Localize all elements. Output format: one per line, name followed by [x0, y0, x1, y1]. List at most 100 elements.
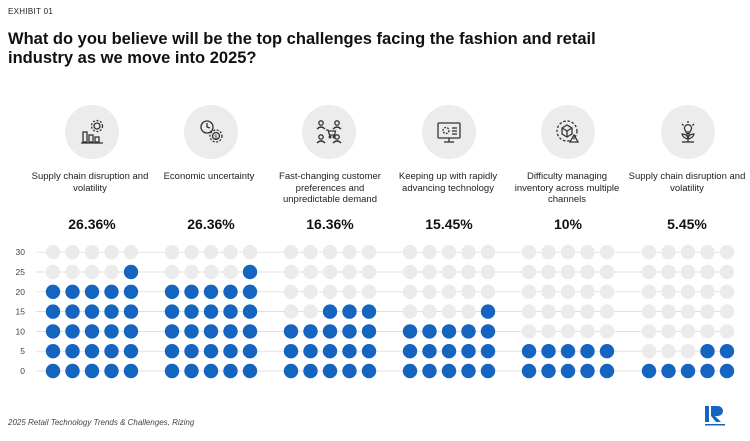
- category-label: Economic uncertainty: [163, 171, 255, 182]
- filled-dot: [184, 324, 199, 339]
- empty-dot: [164, 245, 180, 260]
- empty-dot: [641, 264, 657, 280]
- filled-dot: [361, 363, 377, 379]
- empty-dot: [184, 264, 199, 280]
- filled-dot: [441, 363, 457, 379]
- empty-dot: [283, 245, 299, 260]
- filled-dot: [580, 363, 595, 379]
- empty-dot: [441, 304, 457, 319]
- clock-dollar-icon: $: [184, 105, 238, 159]
- empty-dot: [661, 304, 676, 319]
- empty-dot: [342, 264, 357, 280]
- filled-dot: [441, 344, 457, 359]
- empty-dot: [164, 264, 180, 280]
- empty-dot: [599, 245, 615, 260]
- filled-dot: [661, 363, 676, 379]
- empty-dot: [719, 284, 735, 299]
- filled-dot: [65, 344, 80, 359]
- empty-dot: [560, 304, 576, 319]
- filled-dot: [242, 304, 258, 319]
- empty-dot: [322, 264, 338, 280]
- filled-dot: [65, 304, 80, 319]
- filled-dot: [84, 363, 100, 379]
- empty-dot: [402, 304, 418, 319]
- empty-dot: [303, 304, 318, 319]
- filled-dot: [422, 324, 437, 339]
- empty-dot: [303, 245, 318, 260]
- filled-dot: [164, 324, 180, 339]
- empty-dot: [560, 264, 576, 280]
- filled-dot: [719, 363, 735, 379]
- empty-dot: [641, 245, 657, 260]
- empty-dot: [303, 284, 318, 299]
- y-tick-label: 15: [16, 307, 26, 317]
- filled-dot: [480, 324, 496, 339]
- empty-dot: [322, 284, 338, 299]
- filled-dot: [104, 344, 119, 359]
- filled-dot: [461, 324, 476, 339]
- filled-dot: [680, 363, 696, 379]
- empty-dot: [661, 264, 676, 280]
- filled-dot: [164, 304, 180, 319]
- filled-dot: [361, 344, 377, 359]
- filled-dot: [184, 304, 199, 319]
- filled-dot: [203, 363, 219, 379]
- filled-dot: [480, 344, 496, 359]
- empty-dot: [541, 284, 556, 299]
- empty-dot: [560, 245, 576, 260]
- empty-dot: [283, 304, 299, 319]
- filled-dot: [700, 363, 715, 379]
- empty-dot: [599, 324, 615, 339]
- empty-dot: [680, 324, 696, 339]
- filled-dot: [223, 363, 238, 379]
- empty-dot: [303, 264, 318, 280]
- empty-dot: [700, 284, 715, 299]
- empty-dot: [104, 264, 119, 280]
- filled-dot: [65, 284, 80, 299]
- empty-dot: [719, 264, 735, 280]
- empty-dot: [342, 245, 357, 260]
- filled-dot: [560, 344, 576, 359]
- exhibit-label: EXHIBIT 01: [8, 7, 54, 16]
- empty-dot: [242, 245, 258, 260]
- empty-dot: [480, 245, 496, 260]
- empty-dot: [65, 264, 80, 280]
- filled-dot: [402, 324, 418, 339]
- empty-dot: [461, 304, 476, 319]
- y-tick-label: 30: [16, 247, 26, 257]
- filled-dot: [342, 324, 357, 339]
- empty-dot: [45, 245, 61, 260]
- empty-dot: [680, 284, 696, 299]
- filled-dot: [65, 324, 80, 339]
- empty-dot: [661, 284, 676, 299]
- filled-dot: [361, 304, 377, 319]
- empty-dot: [641, 324, 657, 339]
- filled-dot: [84, 304, 100, 319]
- empty-dot: [322, 245, 338, 260]
- filled-dot: [223, 304, 238, 319]
- empty-dot: [480, 264, 496, 280]
- filled-dot: [541, 344, 556, 359]
- empty-dot: [203, 264, 219, 280]
- filled-dot: [104, 363, 119, 379]
- filled-dot: [342, 363, 357, 379]
- filled-dot: [203, 324, 219, 339]
- empty-dot: [580, 284, 595, 299]
- empty-dot: [342, 284, 357, 299]
- empty-dot: [123, 245, 139, 260]
- filled-dot: [84, 344, 100, 359]
- empty-dot: [521, 245, 537, 260]
- filled-dot: [342, 304, 357, 319]
- plant-bulb-icon: [661, 105, 715, 159]
- percent-label: 10%: [553, 216, 583, 232]
- empty-dot: [84, 264, 100, 280]
- filled-dot: [104, 324, 119, 339]
- empty-dot: [661, 324, 676, 339]
- filled-dot: [641, 363, 657, 379]
- filled-dot: [303, 344, 318, 359]
- empty-dot: [402, 245, 418, 260]
- category-label: Difficulty managing inventory across mul…: [514, 171, 620, 205]
- page-title: What do you believe will be the top chal…: [8, 30, 596, 67]
- percent-label: 26.36%: [187, 216, 235, 232]
- filled-dot: [45, 284, 61, 299]
